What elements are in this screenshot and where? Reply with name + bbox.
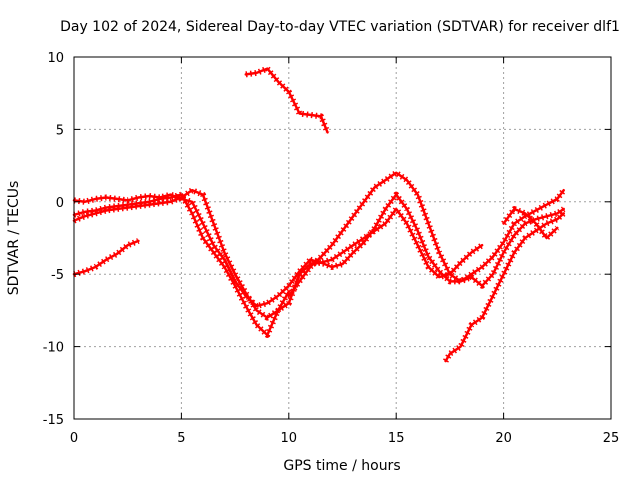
x-tick-label: 15 — [388, 431, 405, 446]
series-track-g — [309, 191, 566, 289]
series-line — [72, 239, 140, 276]
series-line — [72, 193, 312, 308]
series-markers — [330, 206, 484, 281]
series-markers — [73, 191, 292, 338]
series-markers — [286, 169, 567, 298]
series-markers — [72, 187, 333, 321]
chart-title: Day 102 of 2024, Sidereal Day-to-day VTE… — [60, 19, 620, 35]
y-tick-label: -5 — [51, 268, 64, 283]
series-track-i — [443, 211, 566, 363]
series-markers — [245, 65, 331, 134]
x-tick-label: 25 — [603, 431, 620, 446]
y-tick-label: -15 — [43, 413, 64, 428]
series-markers — [501, 206, 560, 241]
series-line — [444, 212, 565, 363]
series-track-f — [286, 169, 567, 298]
plot-frame — [73, 56, 612, 420]
x-tick-label: 0 — [70, 431, 78, 446]
series-track-j — [501, 206, 560, 241]
series-markers — [309, 191, 566, 289]
series-track-c — [72, 191, 292, 338]
series-track-b — [72, 187, 334, 321]
series-line — [72, 188, 334, 319]
series-line — [309, 193, 565, 288]
series-track-a — [72, 191, 313, 310]
y-axis-label: SDTVAR / TECUs — [6, 181, 22, 296]
y-axis-ticks: -15 -10 -5 0 5 10 — [43, 51, 611, 428]
x-tick-label: 5 — [177, 431, 185, 446]
x-axis-label: GPS time / hours — [283, 458, 400, 474]
y-tick-label: 5 — [56, 123, 64, 138]
y-tick-label: 0 — [56, 196, 64, 211]
x-tick-label: 20 — [495, 431, 512, 446]
series-track-d — [72, 238, 140, 278]
series-track-e — [244, 65, 331, 134]
series-layer — [72, 65, 567, 363]
series-line — [287, 171, 565, 298]
series-line — [244, 67, 329, 134]
x-tick-label: 10 — [281, 431, 298, 446]
grid-lines — [74, 57, 611, 419]
x-axis-ticks: 0 5 10 15 20 25 — [70, 57, 619, 446]
series-track-h — [330, 206, 484, 281]
y-tick-label: -10 — [43, 341, 64, 356]
y-tick-label: 10 — [47, 51, 64, 66]
